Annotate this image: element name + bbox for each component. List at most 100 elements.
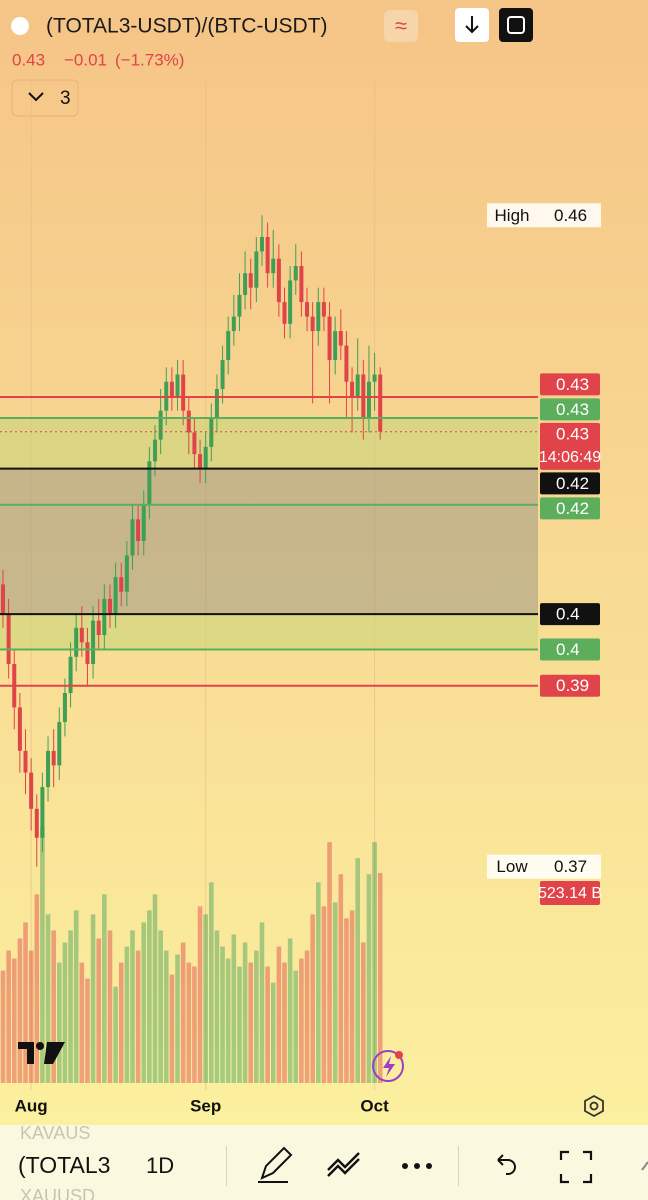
candle-body [158, 410, 163, 440]
price-change-percent: (−1.73%) [115, 50, 184, 69]
candle-body [220, 360, 225, 389]
volume-bar [293, 970, 299, 1083]
candle-body [153, 439, 158, 462]
draw-tool[interactable] [258, 1146, 293, 1183]
compare-button[interactable] [384, 10, 418, 42]
volume-bar [62, 942, 68, 1083]
volume-bar [287, 938, 293, 1083]
volume-bar [68, 930, 73, 1083]
separator [226, 1146, 227, 1186]
expand-button[interactable] [559, 1150, 593, 1184]
toolbar [0, 1125, 648, 1200]
undo-button[interactable] [497, 1154, 516, 1175]
price-label: 0.43 [556, 375, 589, 394]
volume-bar [214, 930, 220, 1083]
candle-body [107, 598, 112, 614]
candle-body [124, 555, 129, 592]
symbol-title[interactable]: (TOTAL3-USDT)/(BTC-USDT) [46, 15, 328, 38]
volume-bar [34, 894, 40, 1083]
volume-bar [130, 930, 135, 1083]
volume-bar [259, 922, 265, 1083]
x-tick-label: Oct [360, 1096, 389, 1115]
volume-bar [175, 954, 180, 1083]
volume-label-box [540, 881, 600, 905]
candle-body [175, 374, 180, 397]
marker-box [487, 203, 601, 228]
candle-body [147, 461, 152, 505]
volume-bar [355, 858, 360, 1083]
volume-bar [310, 914, 315, 1083]
volume-bar [327, 842, 332, 1083]
candle-body [181, 374, 186, 411]
volume-bar [344, 918, 349, 1083]
price-label-box [540, 398, 600, 421]
indicators-toggle[interactable] [11, 79, 79, 117]
candle-body [119, 577, 124, 592]
volume-bar [107, 930, 113, 1083]
volume-bar [254, 950, 259, 1083]
volume-bar [197, 906, 203, 1083]
download-icon [465, 16, 479, 34]
toolbar-interval[interactable]: 1D [146, 1153, 174, 1178]
volume-bar [96, 938, 102, 1083]
watchlist-item: KAVAUS [20, 1123, 90, 1143]
x-tick-label: Sep [190, 1096, 221, 1115]
candle-body [305, 302, 310, 317]
candle-body [293, 265, 298, 281]
candle-body [136, 519, 141, 541]
chevron [28, 92, 44, 102]
symbol-icon [11, 17, 29, 35]
volume-bar [231, 934, 237, 1083]
toolbar-symbol[interactable]: (TOTAL3 [18, 1152, 110, 1178]
candle-body [17, 707, 22, 751]
volume-bar [152, 894, 158, 1083]
price-label-box [540, 603, 600, 626]
candle-body [23, 750, 28, 773]
volume-bar [321, 906, 327, 1083]
candle-body [214, 388, 219, 418]
volume-bar [209, 882, 214, 1083]
candle-body [299, 265, 304, 303]
candle-body [248, 273, 253, 288]
volume-bar [315, 882, 321, 1083]
volume-bar [147, 910, 152, 1083]
candle-body [91, 620, 96, 665]
tv-logo [18, 1042, 65, 1064]
settings-button[interactable] [584, 1094, 604, 1118]
plot: Aug Sep Oct 0.43 0.43 0.42 0.42 0.4 0.4 0.39 0.43 1… [0, 80, 602, 1115]
candle-body [29, 772, 34, 809]
candle-body [310, 316, 315, 332]
candle-body [79, 627, 84, 643]
volume-bar [225, 958, 231, 1083]
volume-bar [45, 914, 51, 1083]
candle-body [96, 620, 101, 636]
volume-bar [282, 962, 287, 1083]
lines-tool[interactable] [327, 1152, 360, 1177]
current-price-label: 0.43 [556, 424, 589, 443]
marker-value: 0.46 [554, 206, 587, 225]
candle-body [113, 577, 118, 614]
fullscreen-button[interactable] [499, 8, 533, 42]
price-label: 0.43 [556, 400, 589, 419]
candle-body [226, 331, 231, 361]
volume-bar [242, 942, 248, 1083]
candle-body [288, 280, 293, 324]
price-label: 0.4 [556, 640, 580, 659]
volume-bar [304, 950, 310, 1083]
more-button[interactable] [402, 1163, 432, 1169]
price-label: 0.39 [556, 676, 589, 695]
candle-body [231, 316, 236, 332]
edge-icon [641, 1161, 648, 1171]
candle-body [282, 302, 287, 324]
candle-body [74, 627, 79, 657]
price-label-box [540, 497, 600, 520]
volume-bar [349, 910, 355, 1083]
alert-button[interactable] [372, 1050, 404, 1082]
volume-bar [276, 946, 282, 1083]
volume-bar [270, 982, 276, 1083]
candle-body [186, 410, 191, 433]
price-label-box [540, 674, 600, 697]
volume-bar [265, 966, 270, 1083]
volume-bar [338, 874, 344, 1083]
